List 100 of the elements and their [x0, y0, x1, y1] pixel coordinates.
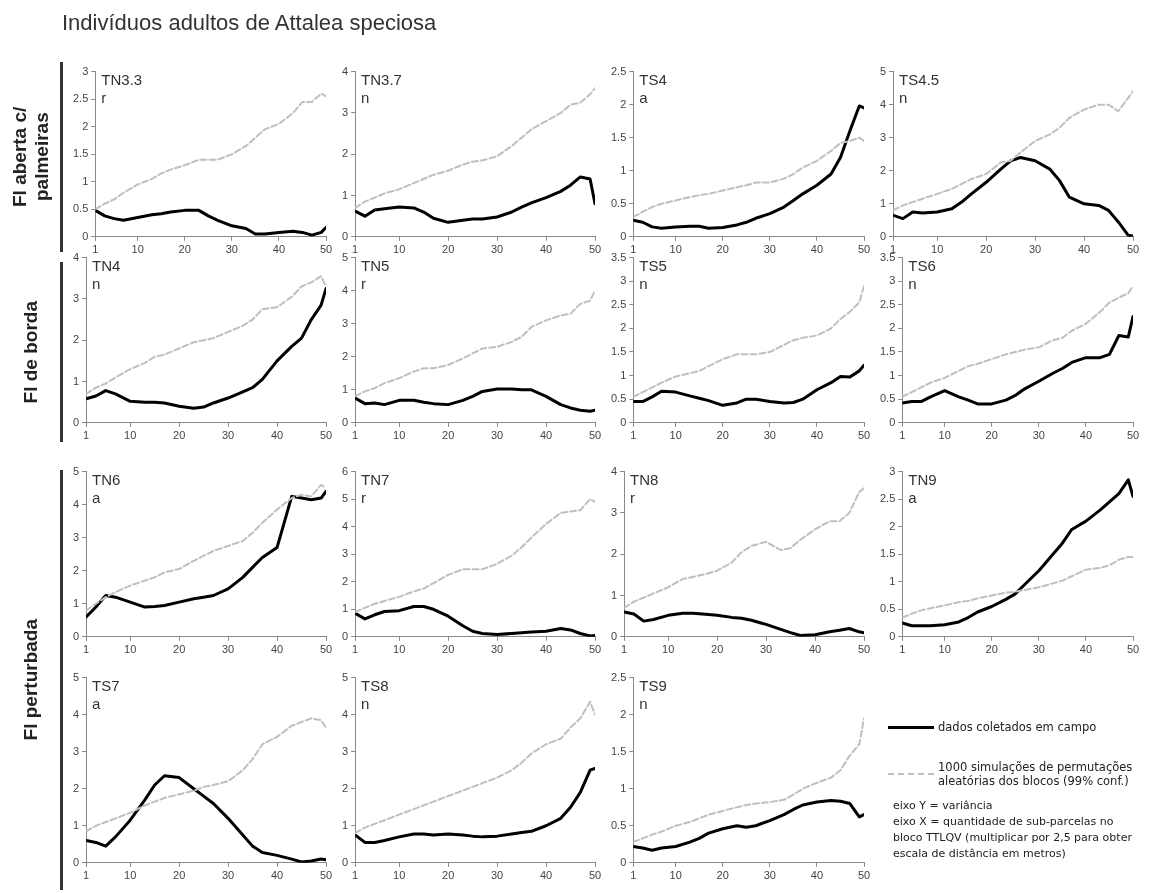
- y-tick-label: 2: [341, 781, 349, 794]
- x-tick-label: 50: [857, 243, 871, 256]
- x-tick-label: 1: [352, 429, 359, 442]
- y-tick-label: 1.5: [72, 147, 89, 160]
- x-tick-label: 1: [352, 643, 359, 656]
- y-tick-label: 5: [879, 64, 887, 77]
- y-tick-label: 1: [341, 188, 349, 201]
- x-tick-label: 30: [1028, 243, 1042, 256]
- x-tick-label: 20: [442, 643, 455, 656]
- text: Fl aberta c/ palmeiras: [9, 105, 53, 210]
- y-tick-label: 3: [82, 64, 89, 77]
- x-tick-label: 50: [857, 429, 871, 442]
- x-tick-label: 20: [985, 429, 998, 442]
- chart-title: TN3.7: [361, 71, 402, 89]
- text: eixo X = quantidade de sub-parcelas no bloco TTLQV (multiplicar por 2,5 para obter escala de distância em metros): [893, 814, 1133, 862]
- x-tick-label: 10: [938, 429, 951, 442]
- y-tick-label: 3: [72, 291, 80, 304]
- x-tick-label: 10: [669, 429, 682, 442]
- x-tick-label: 40: [270, 429, 284, 442]
- chart-title: TN7: [361, 471, 390, 489]
- x-tick-label: 50: [319, 429, 333, 442]
- x-tick-label: 10: [124, 429, 137, 442]
- text: Fl perturbada: [20, 619, 42, 741]
- line-series: [624, 487, 864, 609]
- y-tick-label: 0: [889, 629, 896, 642]
- text: n: [899, 89, 908, 107]
- x-tick-label: 40: [810, 429, 824, 442]
- y-tick-label: 1: [341, 818, 349, 831]
- y-tick-label: 4: [610, 464, 618, 477]
- x-tick-label: 10: [124, 869, 137, 882]
- chart-title: TS5: [639, 257, 667, 275]
- x-tick-label: 10: [393, 869, 406, 882]
- text: a: [92, 695, 102, 713]
- y-tick-label: 1.5: [610, 130, 627, 143]
- y-tick-label: 0: [620, 229, 627, 242]
- y-tick-label: 4: [341, 64, 349, 77]
- y-tick-label: 3: [72, 530, 80, 543]
- chart-title: TS8: [361, 677, 389, 695]
- x-tick-label: 40: [810, 869, 824, 882]
- y-tick-label: 0: [72, 415, 80, 428]
- x-tick-label: 50: [588, 643, 602, 656]
- y-tick-label: 3: [341, 744, 349, 757]
- x-tick-label: 40: [810, 243, 824, 256]
- y-tick-label: 2: [620, 97, 627, 110]
- x-tick-label: 50: [588, 869, 602, 882]
- x-tick-label: 30: [221, 869, 235, 882]
- x-tick-label: 20: [173, 429, 186, 442]
- y-tick-label: 0: [72, 855, 80, 868]
- x-tick-label: 20: [173, 643, 186, 656]
- x-tick-label: 1: [92, 243, 99, 256]
- y-tick-label: 2.5: [879, 297, 896, 310]
- x-tick-label: 1: [899, 429, 906, 442]
- x-tick-label: 30: [763, 869, 776, 882]
- line-series: [633, 136, 864, 218]
- x-tick-label: 40: [539, 643, 553, 656]
- y-tick-label: 2.5: [72, 92, 89, 105]
- x-tick-label: 20: [711, 643, 724, 656]
- x-tick-label: 1: [352, 243, 359, 256]
- y-tick-label: 3: [341, 316, 349, 329]
- x-tick-label: 10: [662, 643, 675, 656]
- y-tick-label: 0: [341, 629, 349, 642]
- y-tick-label: 3: [889, 274, 896, 287]
- x-tick-label: 30: [490, 869, 504, 882]
- x-tick-label: 50: [1126, 429, 1140, 442]
- x-tick-label: 10: [393, 429, 406, 442]
- x-tick-label: 50: [319, 243, 333, 256]
- x-tick-label: 1: [352, 869, 359, 882]
- x-tick-label: 40: [539, 429, 553, 442]
- x-tick-label: 10: [938, 643, 951, 656]
- chart-title: TS7: [92, 677, 120, 695]
- y-tick-label: 2.5: [610, 670, 627, 683]
- x-tick-label: 30: [763, 243, 776, 256]
- y-tick-label: 2: [610, 547, 618, 560]
- text: r: [101, 89, 107, 107]
- y-tick-label: 5: [72, 670, 80, 683]
- y-tick-label: 2: [341, 574, 349, 587]
- x-tick-label: 40: [539, 869, 553, 882]
- y-tick-label: 1.5: [879, 547, 896, 560]
- text: r: [361, 275, 367, 293]
- x-tick-label: 10: [393, 243, 406, 256]
- x-tick-label: 10: [124, 643, 137, 656]
- x-tick-label: 10: [931, 243, 944, 256]
- y-tick-label: 0: [620, 855, 627, 868]
- y-tick-label: 1: [889, 574, 896, 587]
- y-tick-label: 0: [879, 229, 887, 242]
- text: eixo Y = variância: [893, 798, 994, 814]
- x-tick-label: 30: [221, 429, 235, 442]
- y-tick-label: 2: [341, 147, 349, 160]
- y-tick-label: 2: [72, 781, 80, 794]
- line-series: [86, 275, 326, 395]
- y-tick-label: 2: [72, 333, 80, 346]
- y-tick-label: 0: [341, 415, 349, 428]
- y-tick-label: 1: [341, 602, 349, 615]
- y-tick-label: 3: [879, 130, 887, 143]
- text: r: [630, 489, 636, 507]
- y-tick-label: 0: [889, 415, 896, 428]
- y-tick-label: 1: [72, 818, 80, 831]
- y-tick-label: 3: [341, 547, 349, 560]
- y-tick-label: 3: [620, 274, 627, 287]
- line-series: [355, 87, 595, 209]
